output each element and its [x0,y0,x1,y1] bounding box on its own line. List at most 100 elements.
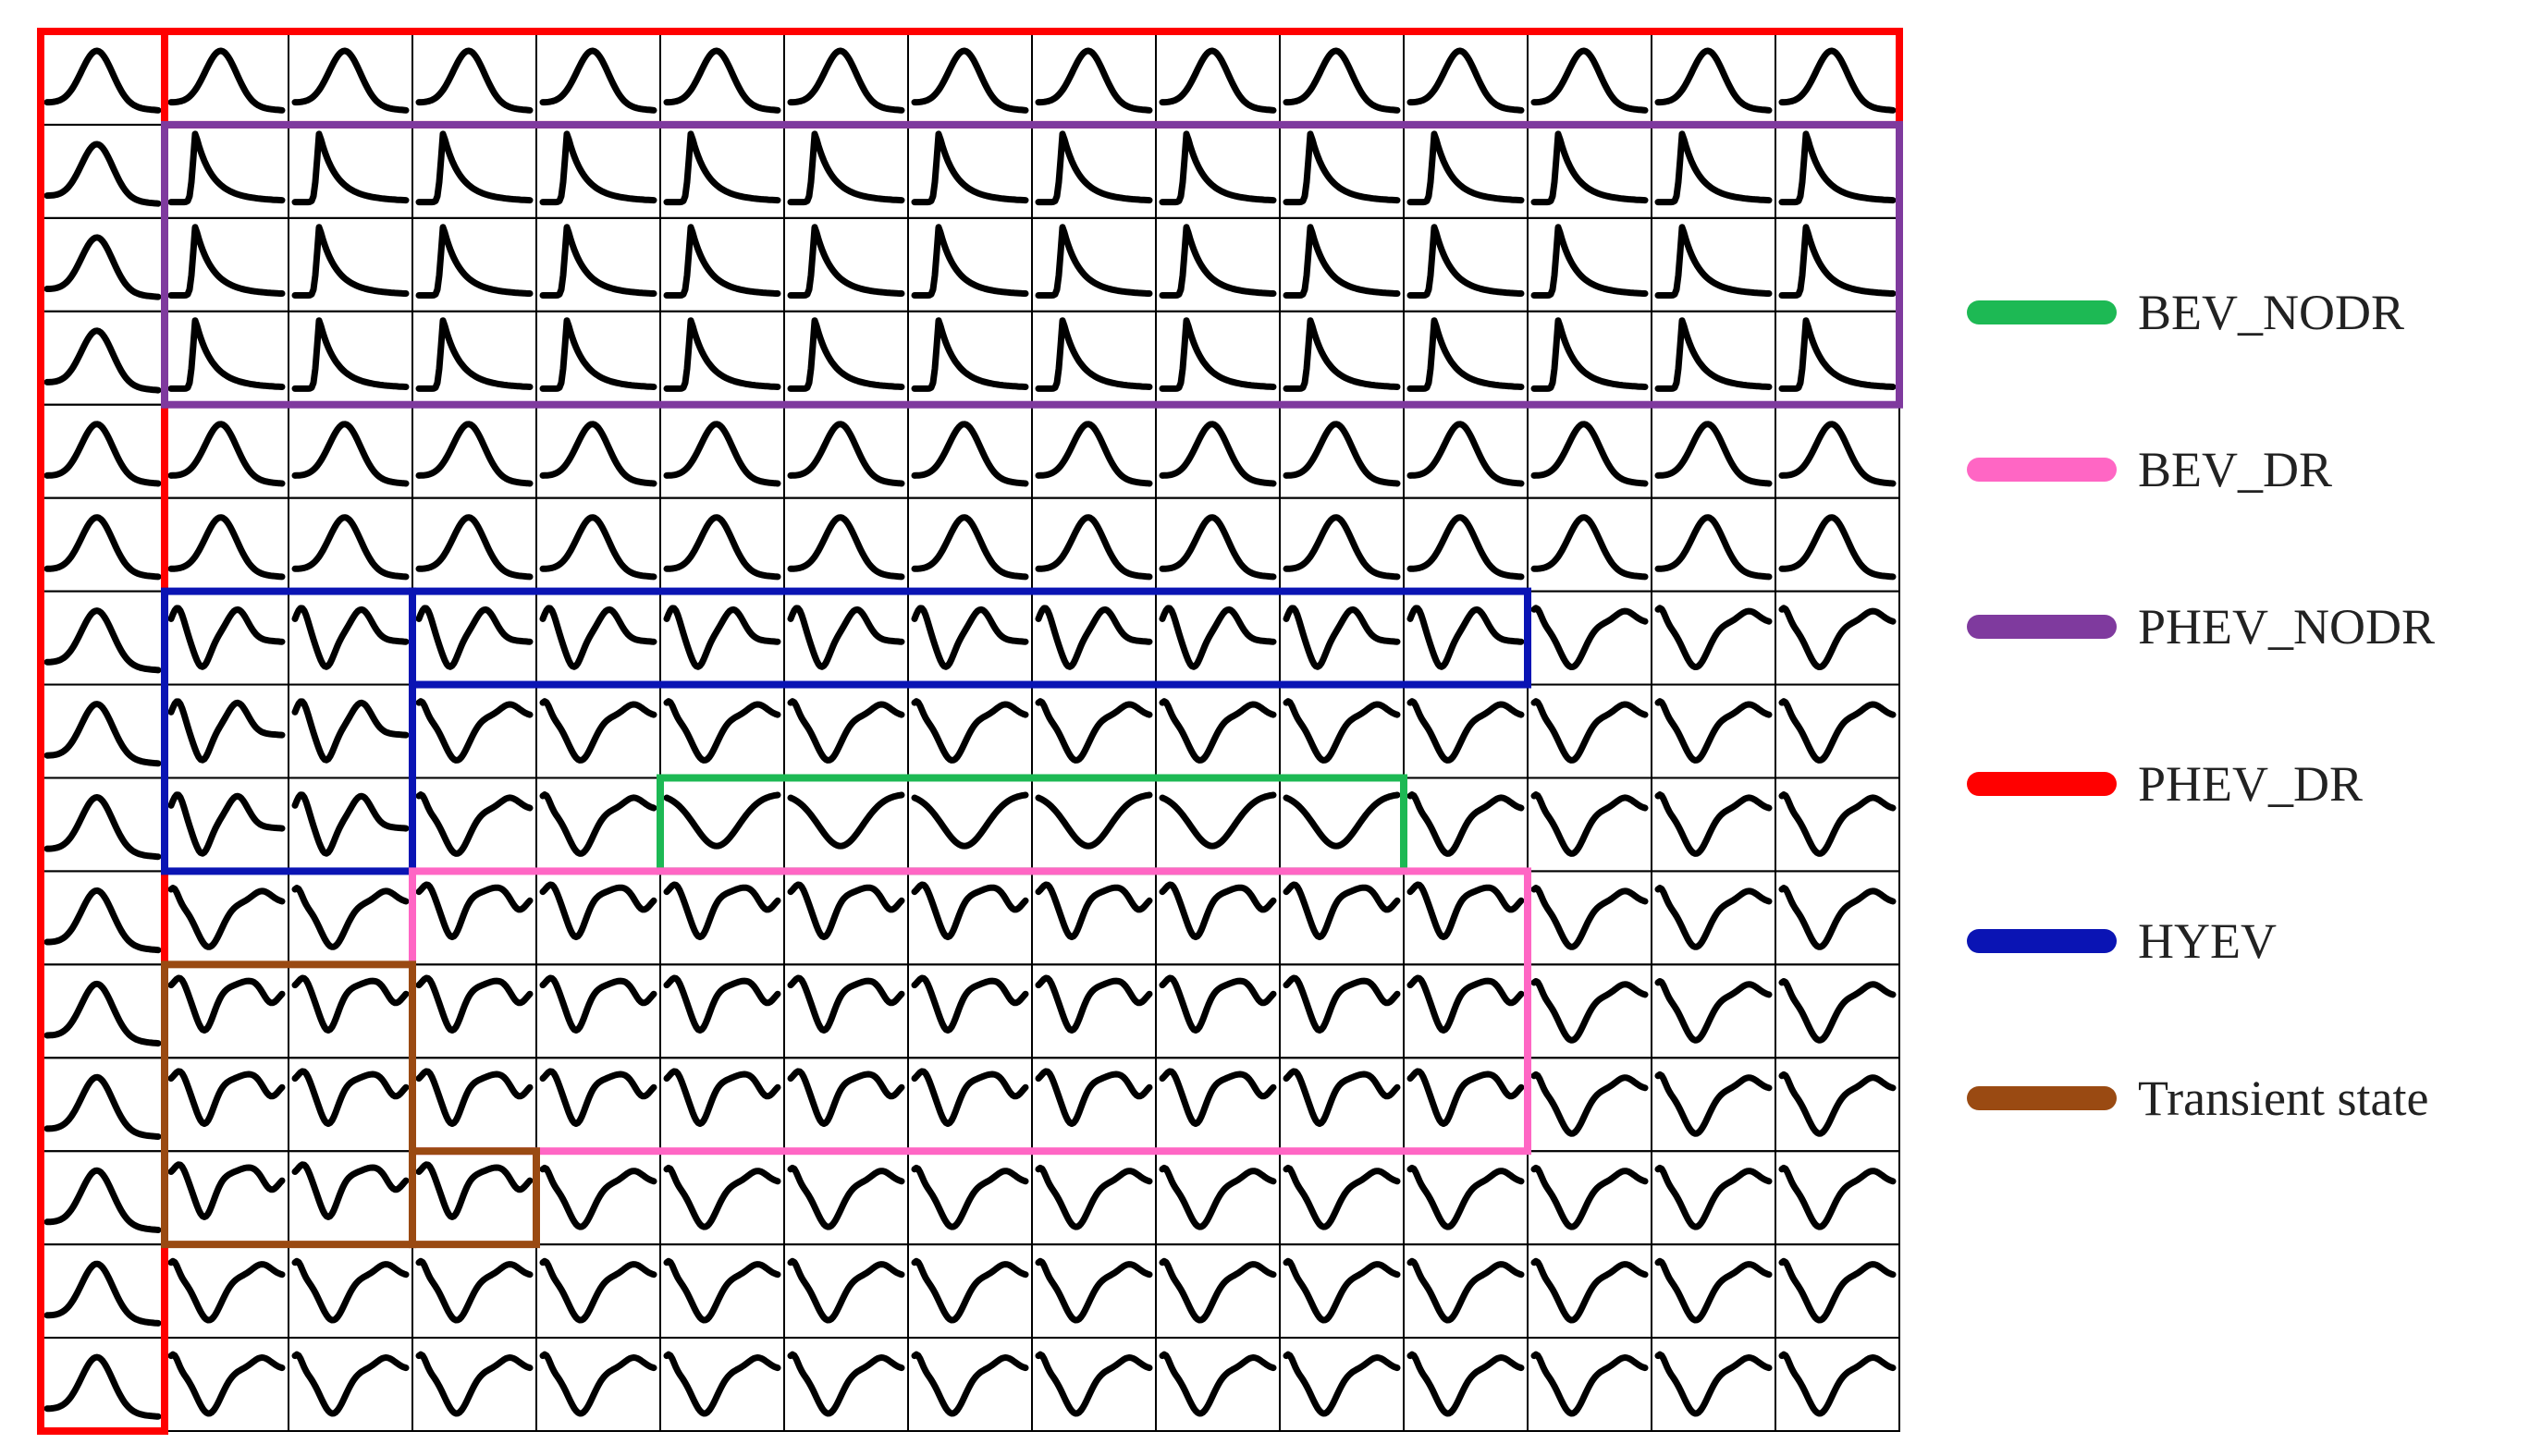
load-profile-curve [43,514,162,581]
som-cell-r13-c3 [411,1243,537,1340]
load-profile-curve [787,791,905,850]
load-profile-curve [167,1161,286,1220]
som-cell-r14-c6 [783,1337,909,1432]
som-cell-r8-c9 [1155,777,1281,873]
region-bev-dr [409,867,1531,1156]
som-cell-r12-c1 [164,1150,289,1246]
som-cell-r14-c10 [1279,1337,1405,1432]
load-profile-curve [291,1257,410,1324]
som-cell-r5-c0 [40,496,166,593]
som-cell-r0-c10 [1279,31,1405,126]
load-profile-curve [167,224,286,299]
load-profile-curve [167,605,286,670]
load-profile-curve [291,1068,410,1127]
som-cell-r1-c3 [411,123,537,219]
load-profile-curve [539,130,657,206]
load-profile-curve [1530,605,1649,670]
som-cell-r10-c12 [1527,963,1652,1059]
som-cell-r5-c6 [783,496,909,593]
som-cell-r7-c2 [288,683,413,779]
legend-entry: Transient state [1967,1071,2428,1126]
load-profile-curve [291,791,410,857]
som-cell-r6-c3 [411,590,537,686]
som-cell-r3-c0 [40,310,166,406]
som-cell-r11-c9 [1155,1057,1281,1153]
load-profile-curve [43,421,162,487]
load-profile-curve [1530,791,1649,857]
load-profile-curve [43,1353,162,1420]
som-cell-r14-c3 [411,1337,537,1432]
som-cell-r2-c6 [783,216,909,312]
som-cell-r14-c9 [1155,1337,1281,1432]
som-cell-r14-c8 [1031,1337,1157,1432]
load-profile-curve [1654,224,1773,299]
som-cell-r1-c10 [1279,123,1405,219]
som-cell-r13-c13 [1651,1243,1776,1340]
som-cell-r7-c4 [535,683,661,779]
som-cell-r0-c11 [1403,31,1529,126]
load-profile-curve [1778,978,1897,1044]
load-profile-curve [1778,885,1897,950]
load-profile-curve [787,421,905,487]
load-profile-curve [1778,1164,1897,1230]
som-cell-r6-c2 [288,590,413,686]
load-profile-curve [1159,421,1277,487]
som-cell-r1-c4 [535,123,661,219]
load-profile-curve [539,881,657,941]
som-cell-r7-c11 [1403,683,1529,779]
som-cell-r10-c8 [1031,963,1157,1059]
load-profile-curve [43,701,162,767]
som-cell-r5-c10 [1279,496,1405,593]
som-cell-r8-c13 [1651,777,1776,873]
load-profile-curve [1778,514,1897,581]
som-cell-r2-c5 [659,216,785,312]
legend-entry: PHEV_NODR [1967,599,2435,655]
load-profile-curve [415,130,534,206]
legend-label: PHEV_DR [2138,756,2363,812]
som-cell-r10-c1 [164,963,289,1059]
load-profile-curve [911,1164,1029,1230]
som-cell-r4-c6 [783,403,909,499]
som-cell-r10-c11 [1403,963,1529,1059]
som-cell-r5-c14 [1775,496,1900,593]
som-cell-r13-c7 [907,1243,1033,1340]
load-profile-curve [539,1351,657,1417]
load-profile-curve [1283,1068,1401,1127]
load-profile-curve [291,1351,410,1417]
load-profile-curve [1283,974,1401,1034]
som-cell-r7-c10 [1279,683,1405,779]
som-cell-r13-c8 [1031,1243,1157,1340]
load-profile-curve [167,130,286,206]
load-profile-curve [539,605,657,670]
load-profile-curve [291,885,410,950]
load-profile-curve [1283,791,1401,850]
legend-entry: PHEV_DR [1967,756,2363,812]
load-profile-curve [663,698,781,764]
load-profile-curve [291,698,410,764]
load-profile-curve [1530,1164,1649,1230]
load-profile-curve [911,47,1029,114]
load-profile-curve [1159,47,1277,114]
som-cell-r9-c0 [40,870,166,966]
som-cell-r4-c0 [40,403,166,499]
som-cell-r6-c12 [1527,590,1652,686]
som-cell-r12-c5 [659,1150,785,1246]
load-profile-curve [415,514,534,581]
load-profile-curve [1159,791,1277,850]
load-profile-curve [1654,421,1773,487]
load-profile-curve [787,317,905,392]
load-profile-curve [911,605,1029,670]
load-profile-curve [1778,1257,1897,1324]
load-profile-curve [1778,791,1897,857]
load-profile-curve [663,1257,781,1324]
load-profile-curve [43,794,162,861]
som-cell-r0-c4 [535,31,661,126]
som-cell-r7-c9 [1155,683,1281,779]
som-cell-r5-c5 [659,496,785,593]
load-profile-curve [787,605,905,670]
load-profile-curve [539,47,657,114]
load-profile-curve [415,974,534,1034]
som-cell-r9-c6 [783,870,909,966]
som-cell-r11-c3 [411,1057,537,1153]
load-profile-curve [539,974,657,1034]
